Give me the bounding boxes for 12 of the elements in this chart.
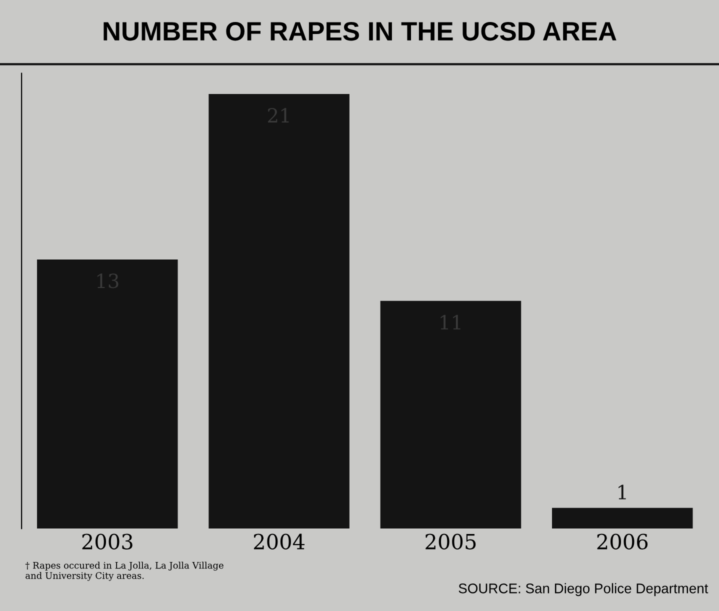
- x-tick-label: 2006: [597, 534, 648, 550]
- bar: [552, 508, 693, 529]
- text: † Rapes occured in La Jolla, La Jolla Village and University City areas.: [25, 562, 224, 581]
- x-tick-label: 2003: [82, 534, 132, 550]
- source-note: SOURCE: San Diego Police Department: [458, 583, 708, 596]
- data-label: 1: [618, 484, 626, 500]
- x-tick-label: 2005: [426, 534, 476, 550]
- x-tick-label: 2004: [254, 534, 305, 550]
- bar: [208, 94, 350, 529]
- chart-title: NUMBER OF RAPES IN THE UCSD AREA: [104, 22, 616, 41]
- bar: [380, 300, 522, 529]
- bar: [37, 260, 178, 529]
